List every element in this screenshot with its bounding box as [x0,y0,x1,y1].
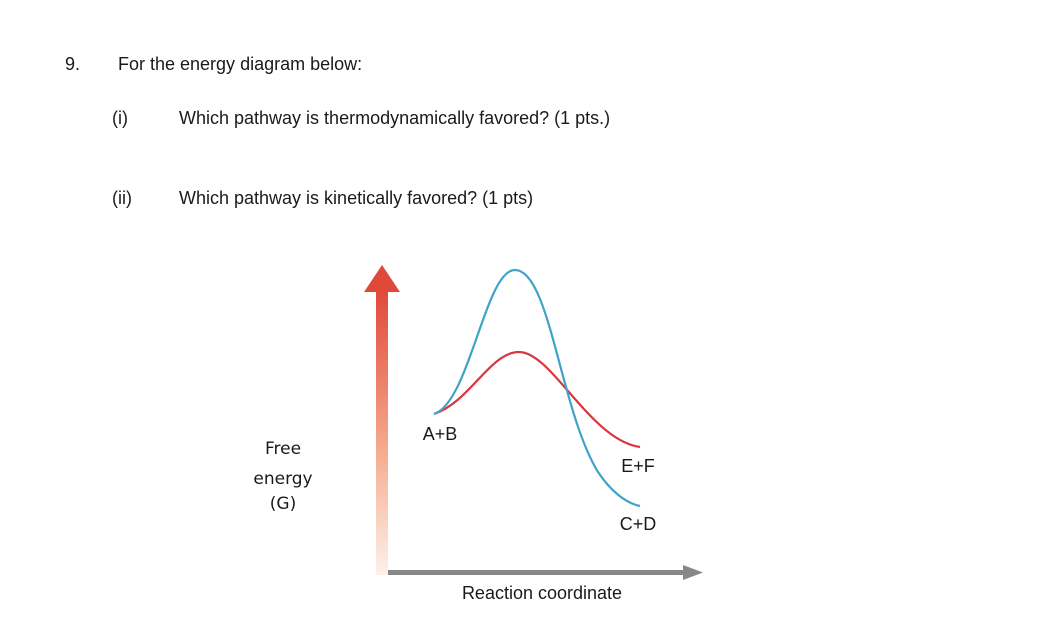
reactant-label: A+B [423,424,458,444]
question-prompt: For the energy diagram below: [118,54,363,74]
blue-pathway-curve [433,268,641,508]
y-axis-label-line-2: energy [253,469,312,489]
part-i-question: Which pathway is thermodynamically favor… [179,108,611,128]
reaction-coordinate-axis-arrow [388,565,703,580]
red-pathway-curve [433,350,641,449]
x-axis-label: Reaction coordinate [462,583,622,603]
question-number: 9. [65,54,81,74]
y-axis-label-line-3: (G) [270,494,296,514]
product-ef-label: E+F [621,456,655,476]
part-ii-question: Which pathway is kinetically favored? (1… [179,188,534,208]
y-axis-label-line-1: Free [265,439,301,459]
part-i-label: (i) [112,108,128,128]
part-ii-label: (ii) [112,188,132,208]
free-energy-axis-arrow [364,265,400,575]
product-cd-label: C+D [620,514,657,534]
